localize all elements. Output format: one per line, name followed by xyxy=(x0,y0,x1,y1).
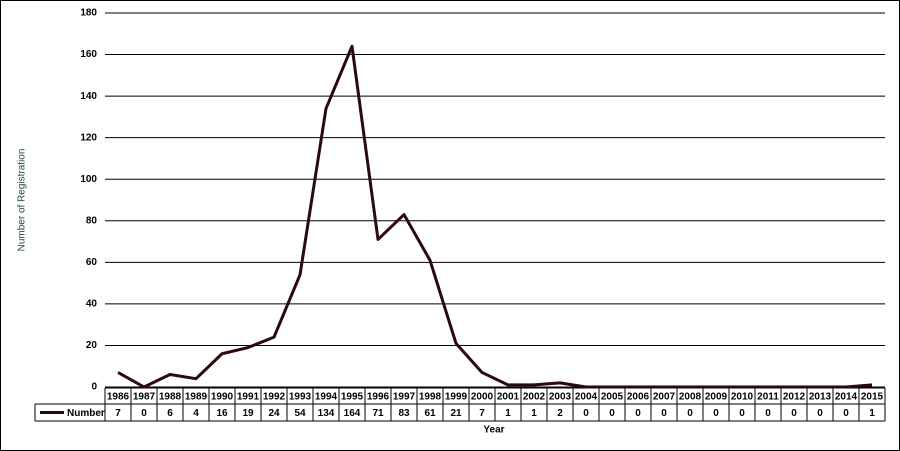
x-tick-label: 2010 xyxy=(731,392,754,403)
table-value: 71 xyxy=(372,408,384,419)
table-value: 0 xyxy=(141,408,147,419)
table-value: 7 xyxy=(115,408,121,419)
table-value: 0 xyxy=(713,408,719,419)
x-tick-label: 1987 xyxy=(133,392,156,403)
x-tick-label: 1997 xyxy=(393,392,416,403)
x-tick-label: 1988 xyxy=(159,392,182,403)
table-value: 0 xyxy=(661,408,667,419)
table-value: 1 xyxy=(531,408,537,419)
table-value: 0 xyxy=(635,408,641,419)
table-value: 0 xyxy=(609,408,615,419)
x-tick-label: 2002 xyxy=(523,392,546,403)
x-tick-label: 2000 xyxy=(471,392,494,403)
table-value: 6 xyxy=(167,408,173,419)
x-tick-label: 2008 xyxy=(679,392,702,403)
x-tick-label: 1991 xyxy=(237,392,260,403)
table-value: 0 xyxy=(817,408,823,419)
table-value: 134 xyxy=(318,408,335,419)
y-tick-label: 120 xyxy=(80,132,97,143)
table-value: 0 xyxy=(843,408,849,419)
x-tick-label: 1998 xyxy=(419,392,442,403)
x-tick-label: 2006 xyxy=(627,392,650,403)
table-value: 0 xyxy=(739,408,745,419)
table-value: 61 xyxy=(424,408,436,419)
line-series xyxy=(117,44,873,389)
y-tick-label: 40 xyxy=(86,299,98,310)
table-value: 0 xyxy=(583,408,589,419)
table-value: 1 xyxy=(505,408,511,419)
x-tick-label: 1994 xyxy=(315,392,338,403)
x-tick-label: 2012 xyxy=(783,392,806,403)
x-tick-label: 2005 xyxy=(601,392,624,403)
x-tick-label: 1993 xyxy=(289,392,312,403)
y-tick-label: 80 xyxy=(86,215,98,226)
x-axis-title: Year xyxy=(483,425,504,436)
x-tick-label: 2003 xyxy=(549,392,572,403)
y-tick-label: 0 xyxy=(91,382,97,393)
table-value: 21 xyxy=(450,408,462,419)
x-tick-label: 1999 xyxy=(445,392,468,403)
x-tick-label: 2001 xyxy=(497,392,520,403)
table-value: 16 xyxy=(216,408,228,419)
y-tick-label: 60 xyxy=(86,257,98,268)
table-value: 2 xyxy=(557,408,563,419)
x-tick-label: 1995 xyxy=(341,392,364,403)
table-value: 4 xyxy=(193,408,199,419)
y-tick-label: 20 xyxy=(86,340,98,351)
table-value: 54 xyxy=(294,408,306,419)
table-value: 0 xyxy=(687,408,693,419)
x-tick-label: 2015 xyxy=(861,392,884,403)
x-tick-label: 2013 xyxy=(809,392,832,403)
table-value: 164 xyxy=(344,408,361,419)
y-tick-label: 100 xyxy=(80,174,97,185)
y-axis-title: Number of Registration xyxy=(17,149,28,252)
table-value: 1 xyxy=(869,408,875,419)
x-tick-label: 2007 xyxy=(653,392,676,403)
table-value: 24 xyxy=(268,408,280,419)
y-tick-label: 140 xyxy=(80,91,97,102)
legend-label: Number xyxy=(67,408,105,419)
table-value: 7 xyxy=(479,408,485,419)
x-tick-label: 1996 xyxy=(367,392,390,403)
x-tick-label: 1990 xyxy=(211,392,234,403)
y-tick-label: 160 xyxy=(80,49,97,60)
x-tick-label: 2011 xyxy=(757,392,779,403)
table-value: 19 xyxy=(242,408,254,419)
x-tick-label: 2014 xyxy=(835,392,858,403)
y-tick-label: 180 xyxy=(80,8,97,19)
x-tick-label: 1989 xyxy=(185,392,208,403)
x-tick-label: 1992 xyxy=(263,392,286,403)
x-tick-label: 2004 xyxy=(575,392,598,403)
table-value: 0 xyxy=(765,408,771,419)
table-value: 83 xyxy=(398,408,410,419)
table-value: 0 xyxy=(791,408,797,419)
x-tick-label: 1986 xyxy=(107,392,130,403)
x-tick-label: 2009 xyxy=(705,392,728,403)
